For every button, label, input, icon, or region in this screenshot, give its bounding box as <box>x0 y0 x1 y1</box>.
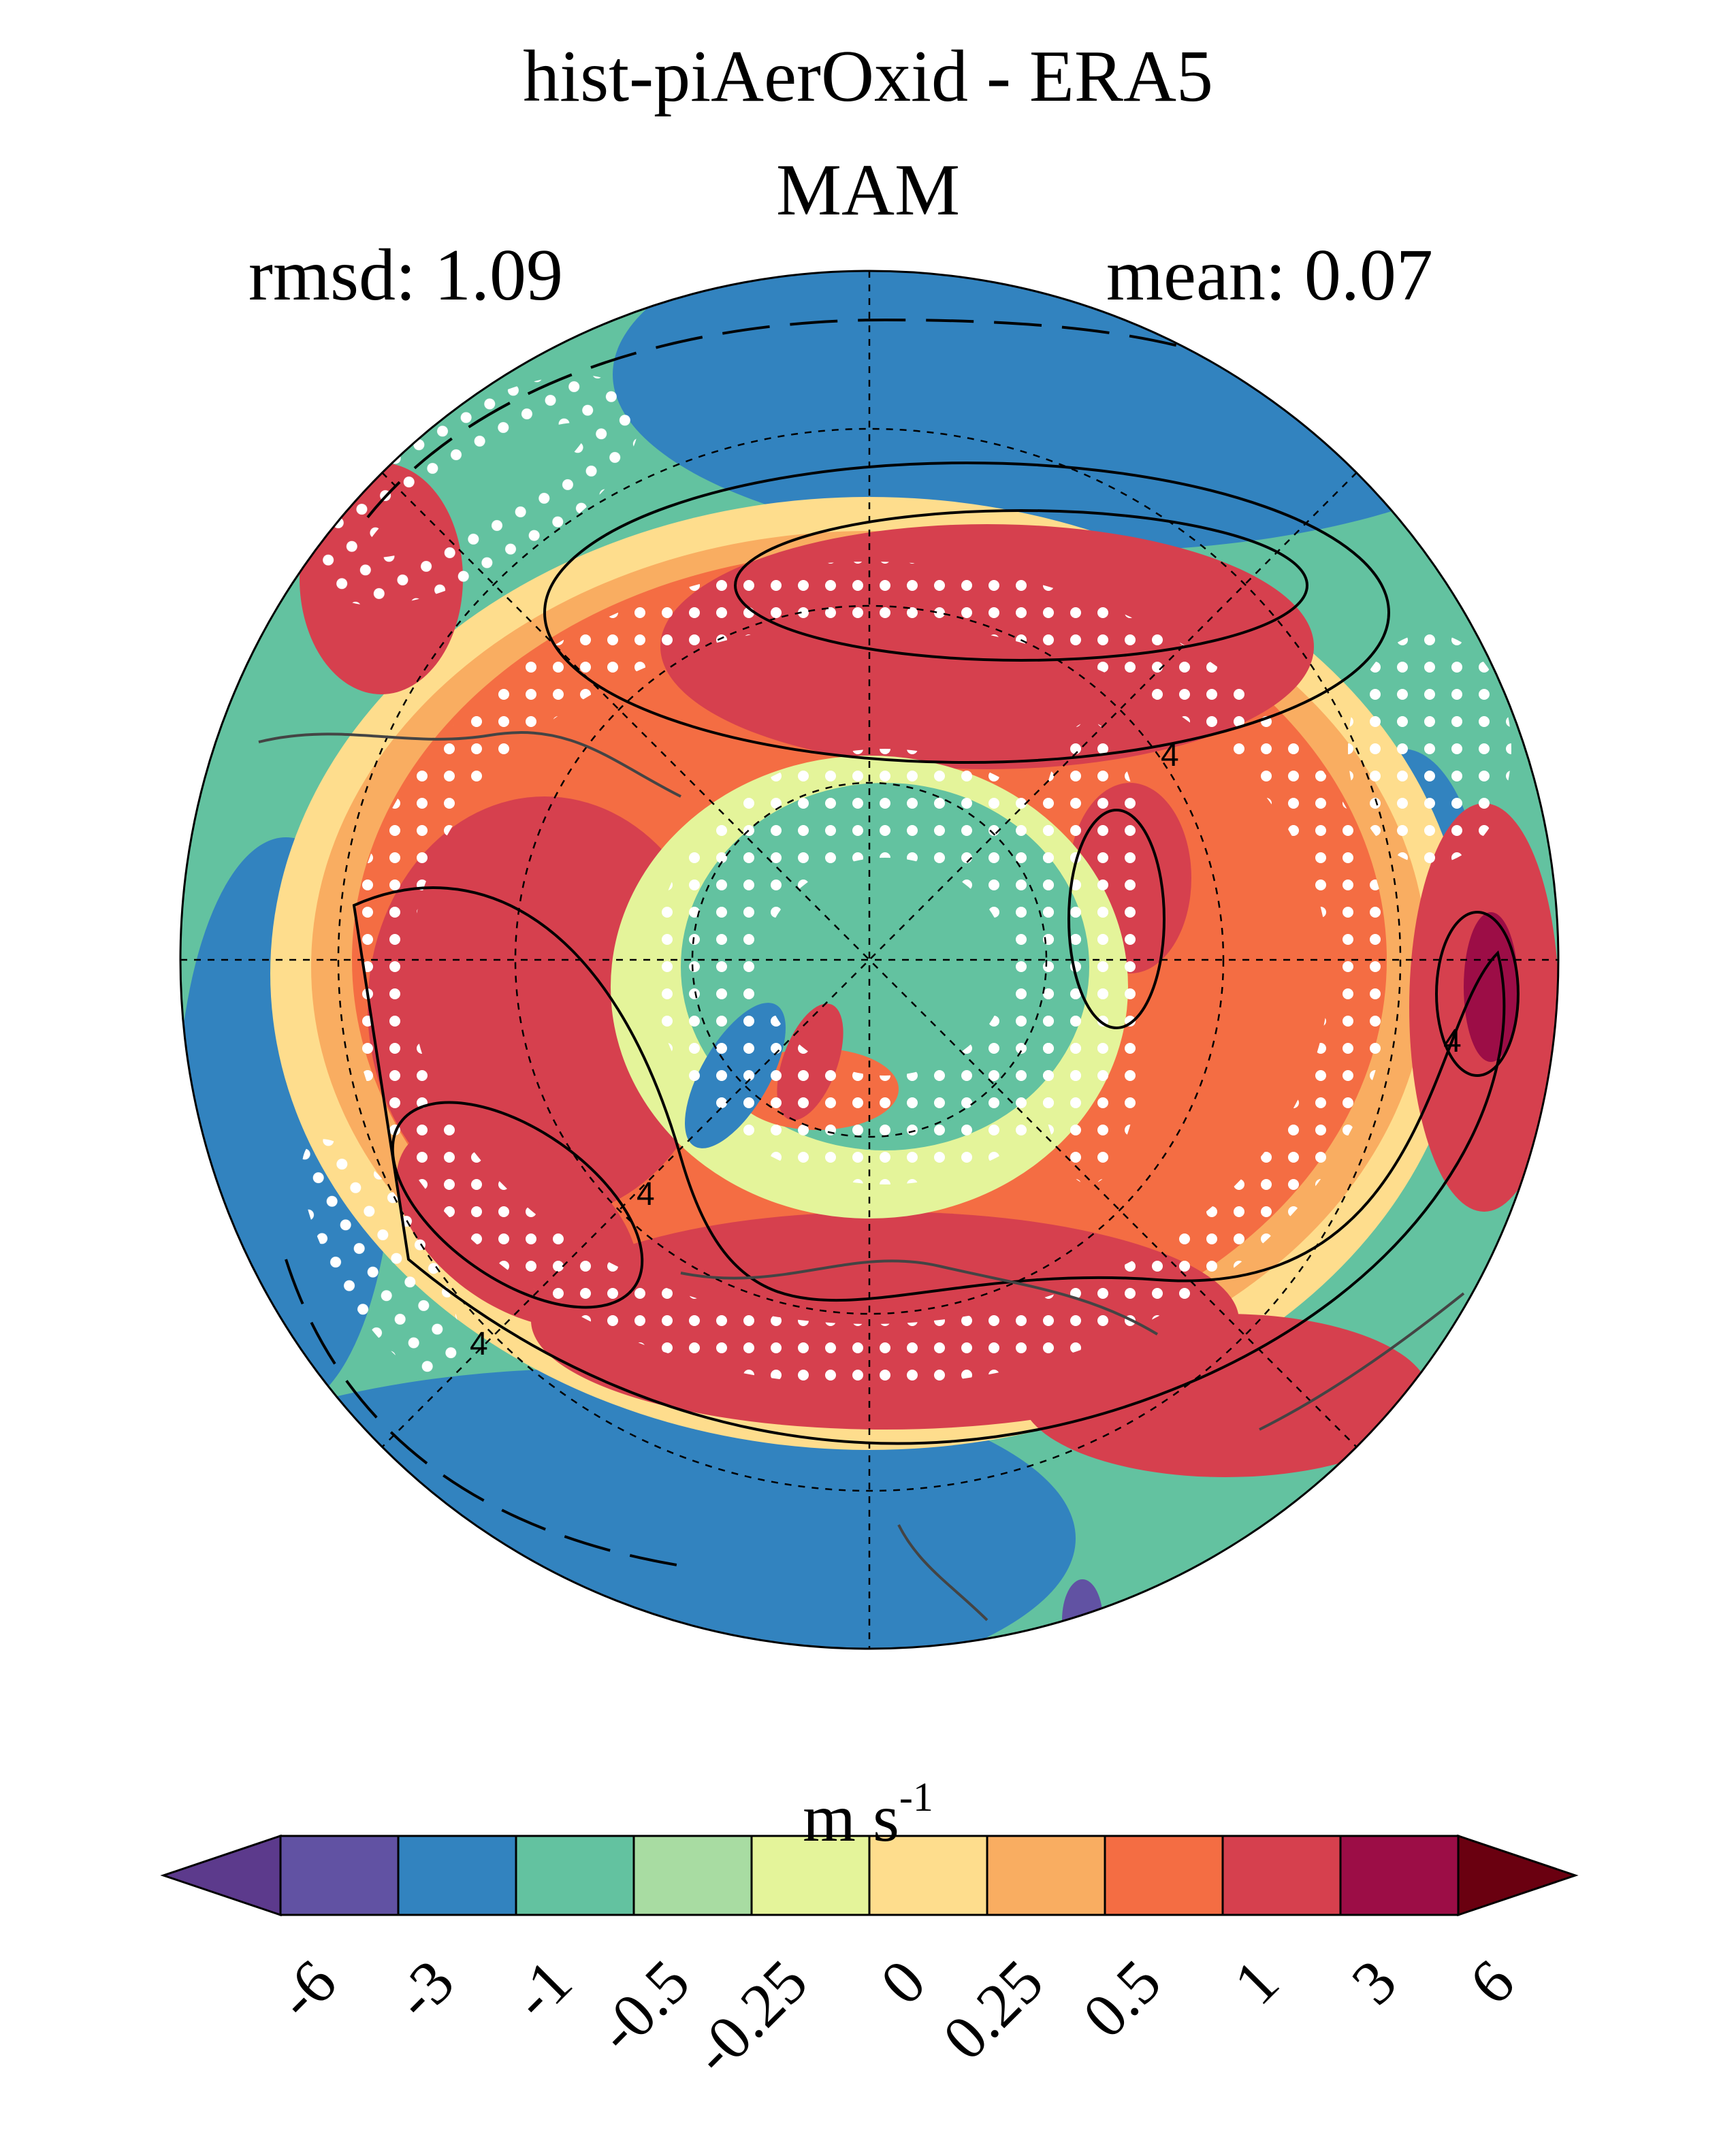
colorbar-segment <box>1104 1835 1224 1916</box>
graticule <box>180 271 1558 1649</box>
rmsd-stat: rmsd: 1.09 <box>248 235 564 316</box>
map-border <box>179 270 1560 1650</box>
contour-label: 4 <box>1161 737 1179 773</box>
colorbar-units: m s-1 <box>803 1775 933 1856</box>
colorbar-segment <box>750 1835 871 1916</box>
colorbar-segment <box>1339 1835 1460 1916</box>
colorbar-segment <box>986 1835 1106 1916</box>
coastlines <box>258 731 1465 1621</box>
contour-label: 4 <box>637 1176 655 1212</box>
colorbar-segment <box>279 1835 400 1916</box>
figure-title: hist-piAerOxid - ERA5 <box>523 36 1213 117</box>
climatology-contours <box>352 462 1520 1445</box>
colorbar-extend-high <box>1457 1834 1579 1917</box>
contour-label: 4 <box>1443 1023 1462 1059</box>
colorbar-segment <box>1221 1835 1342 1916</box>
colorbar-segment <box>868 1835 988 1916</box>
season-label: MAM <box>775 150 961 231</box>
contour-label: 4 <box>470 1326 488 1362</box>
colorbar <box>160 1834 1579 1917</box>
colorbar-segment <box>397 1835 517 1916</box>
mean-stat: mean: 0.07 <box>1106 235 1433 316</box>
contour-label-group: 4 4 4 4 <box>470 737 1462 1362</box>
colorbar-segment <box>632 1835 753 1916</box>
